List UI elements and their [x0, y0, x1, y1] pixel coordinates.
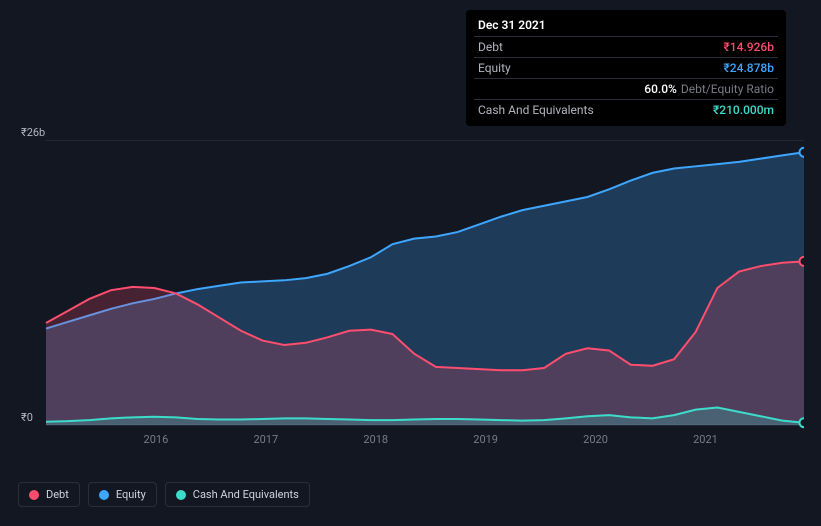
tooltip-row: 60.0% Debt/Equity Ratio — [474, 78, 778, 99]
tooltip-date: Dec 31 2021 — [474, 16, 778, 36]
tooltip-row: Equity ₹24.878b — [474, 57, 778, 78]
x-axis-tick: 2017 — [253, 433, 278, 446]
chart-legend: Debt Equity Cash And Equivalents — [18, 482, 310, 507]
x-axis-tick: 2019 — [473, 433, 498, 446]
tooltip-row-value: ₹210.000m — [713, 103, 774, 117]
tooltip-row: Cash And Equivalents ₹210.000m — [474, 99, 778, 120]
legend-swatch — [29, 490, 39, 500]
equity-end-marker — [800, 148, 805, 157]
tooltip-row-value: ₹14.926b — [724, 40, 774, 54]
x-axis-tick: 2020 — [583, 433, 608, 446]
debt-end-marker — [800, 257, 805, 266]
chart-tooltip: Dec 31 2021 Debt ₹14.926b Equity ₹24.878b 60… — [466, 10, 786, 126]
legend-label: Equity — [116, 488, 146, 501]
tooltip-row-label: Equity — [478, 61, 511, 75]
legend-item[interactable]: Cash And Equivalents — [165, 482, 310, 507]
legend-item[interactable]: Debt — [18, 482, 80, 507]
tooltip-row-value: ₹24.878b — [724, 61, 774, 75]
tooltip-row: Debt ₹14.926b — [474, 36, 778, 57]
x-axis-tick: 2018 — [363, 433, 388, 446]
legend-label: Debt — [46, 488, 69, 501]
legend-swatch — [99, 490, 109, 500]
x-axis-tick: 2016 — [144, 433, 169, 446]
legend-label: Cash And Equivalents — [193, 488, 299, 501]
tooltip-row-label: Cash And Equivalents — [478, 103, 594, 117]
legend-item[interactable]: Equity — [88, 482, 157, 507]
tooltip-row-label: Debt — [478, 40, 503, 54]
tooltip-row-value: 60.0% — [644, 82, 677, 96]
line-area-chart[interactable] — [18, 140, 804, 435]
x-axis-tick: 2021 — [693, 433, 718, 446]
y-axis-tick: ₹26b — [21, 126, 45, 139]
tooltip-row-extra: Debt/Equity Ratio — [681, 82, 774, 96]
legend-swatch — [176, 490, 186, 500]
cash-end-marker — [800, 418, 805, 427]
